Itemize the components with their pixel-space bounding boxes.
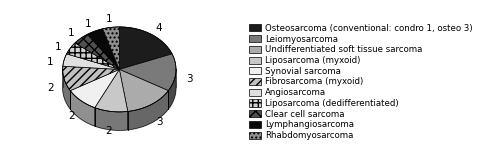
Text: 2: 2 [47,82,54,92]
Text: 1: 1 [54,42,62,52]
Polygon shape [95,108,128,130]
Legend: Osteosarcoma (conventional: condro 1, osteo 3), Leiomyosarcoma, Undifferentiated: Osteosarcoma (conventional: condro 1, os… [250,24,472,140]
Text: 2: 2 [68,112,74,122]
Polygon shape [102,27,120,69]
Polygon shape [95,69,128,112]
Polygon shape [70,91,95,126]
Text: 1: 1 [47,57,54,67]
Polygon shape [62,69,70,109]
Polygon shape [63,54,120,69]
Polygon shape [168,69,176,109]
Text: 1: 1 [86,19,92,29]
Polygon shape [75,34,120,69]
Polygon shape [62,66,120,91]
Polygon shape [120,54,176,91]
Polygon shape [62,45,176,130]
Polygon shape [70,69,120,108]
Polygon shape [120,27,172,69]
Text: 3: 3 [186,74,194,84]
Polygon shape [88,29,120,69]
Text: 1: 1 [68,28,74,38]
Text: 1: 1 [106,14,112,24]
Polygon shape [66,43,120,69]
Text: 2: 2 [106,126,112,136]
Polygon shape [120,69,168,111]
Polygon shape [128,91,168,130]
Text: 3: 3 [156,117,162,127]
Text: 4: 4 [156,23,162,33]
